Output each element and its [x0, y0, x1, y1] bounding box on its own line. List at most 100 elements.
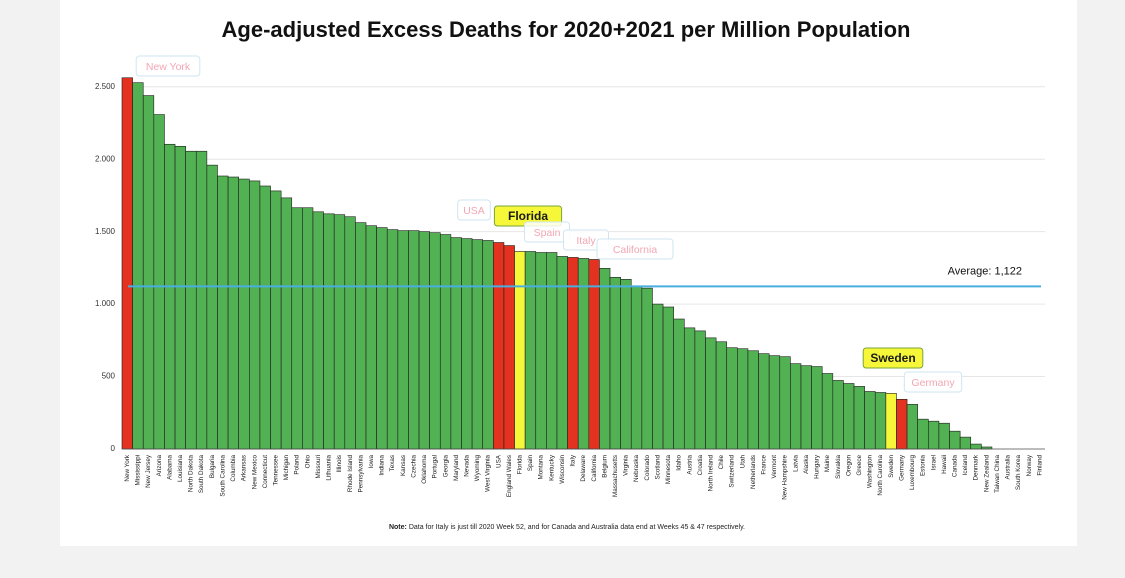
x-tick-label: Maine	[824, 455, 831, 473]
y-tick-label: 1.500	[95, 227, 116, 236]
x-tick-label: Utah	[739, 455, 746, 469]
x-tick-label: Kentucky	[548, 454, 555, 481]
x-tick-label: Chile	[718, 455, 725, 470]
bar	[355, 222, 367, 450]
x-tick-label: Denmark	[973, 454, 980, 480]
bar	[683, 327, 696, 450]
bar	[291, 207, 303, 450]
bar	[959, 436, 972, 450]
bar	[588, 259, 600, 450]
bar	[323, 213, 335, 450]
x-tick-label: Mississippi	[135, 455, 142, 485]
bar	[779, 356, 791, 450]
bar	[811, 366, 823, 450]
x-tick-label: Indiana	[379, 455, 386, 476]
bar	[461, 238, 473, 450]
bar	[249, 180, 261, 450]
x-tick-label: New Mexico	[251, 455, 258, 490]
x-tick-label: Austria	[686, 455, 693, 475]
x-tick-label: Portugal	[432, 455, 439, 478]
bar	[153, 114, 165, 450]
bar	[397, 230, 409, 450]
x-tick-label: Idaho	[676, 455, 683, 471]
x-tick-label: Florida	[517, 455, 524, 475]
bar	[503, 245, 515, 450]
x-tick-label: Kansas	[400, 455, 407, 476]
x-tick-label: Croatia	[697, 455, 704, 476]
x-tick-label: Slovakia	[835, 455, 842, 479]
x-tick-label: Iowa	[368, 455, 375, 469]
bar	[132, 82, 144, 450]
x-tick-label: Pennsylvania	[357, 455, 364, 493]
x-tick-label: Latvia	[792, 455, 799, 472]
y-tick-label: 0	[111, 444, 116, 453]
bar	[715, 341, 728, 450]
x-tick-label: Massachusetts	[612, 455, 619, 497]
x-tick-label: Finland	[1036, 455, 1043, 476]
x-tick-label: Canada	[951, 455, 958, 478]
bar	[917, 418, 929, 450]
x-tick-label: Alabama	[166, 455, 173, 480]
annotation-box	[457, 199, 491, 221]
bar	[280, 197, 293, 450]
bar	[641, 287, 653, 450]
y-tick-label: 1.000	[95, 299, 116, 308]
bar	[927, 420, 940, 450]
x-tick-label: Tennessee	[273, 455, 280, 486]
x-tick-label: West Virginia	[485, 455, 492, 492]
bar	[630, 285, 643, 450]
x-tick-label: France	[761, 455, 768, 475]
x-tick-label: Columbia	[230, 455, 237, 482]
bar	[344, 216, 356, 450]
x-tick-label: Bulgaria	[209, 455, 216, 479]
bar	[493, 242, 505, 450]
x-tick-label: Wisconsin	[559, 455, 566, 484]
note-text: Data for Italy is just till 2020 Week 52…	[409, 524, 745, 531]
bar	[365, 225, 377, 450]
x-tick-label: Sweden	[888, 455, 895, 478]
x-tick-label: Missouri	[315, 455, 322, 478]
x-tick-label: Scotland	[654, 455, 661, 480]
bar	[620, 279, 632, 450]
x-tick-label: Hungary	[814, 454, 821, 479]
bar	[874, 392, 887, 450]
annotation: Spain	[524, 221, 570, 243]
y-tick-label: 2.500	[95, 82, 116, 91]
annotation-box	[862, 347, 924, 369]
bar	[885, 393, 897, 450]
bar	[821, 373, 834, 450]
bar	[386, 229, 399, 450]
x-tick-label: Spain	[527, 455, 534, 472]
bar	[609, 276, 621, 450]
x-tick-label: New Zealand	[983, 455, 990, 493]
bar	[556, 256, 568, 450]
annotation-box	[596, 238, 674, 260]
x-tick-label: New Hampshire	[782, 455, 789, 500]
y-tick-label: 2.000	[95, 154, 116, 163]
note-label: Note:	[389, 524, 407, 531]
annotation-text: New York	[146, 61, 191, 73]
x-tick-label: Georgia	[442, 455, 449, 478]
bar	[853, 386, 865, 450]
x-tick-label: Texas	[389, 455, 396, 471]
bar	[949, 430, 961, 450]
x-tick-label: Netherlands	[750, 455, 757, 489]
bar	[302, 207, 314, 450]
bar	[864, 391, 876, 450]
bar	[524, 251, 537, 450]
bar	[768, 355, 781, 450]
x-tick-label: Virginia	[623, 455, 630, 476]
x-tick-label: Delaware	[580, 455, 587, 482]
x-tick-label: South Dakota	[198, 455, 205, 494]
bar	[450, 237, 462, 450]
annotation: New York	[135, 55, 201, 77]
x-tick-label: Maryland	[453, 455, 460, 481]
x-tick-label: Montana	[538, 455, 545, 480]
annotation-text: USA	[463, 205, 485, 217]
bar	[185, 150, 197, 450]
bar	[164, 143, 176, 450]
x-tick-label: Colorado	[644, 455, 651, 481]
bar	[747, 350, 759, 450]
